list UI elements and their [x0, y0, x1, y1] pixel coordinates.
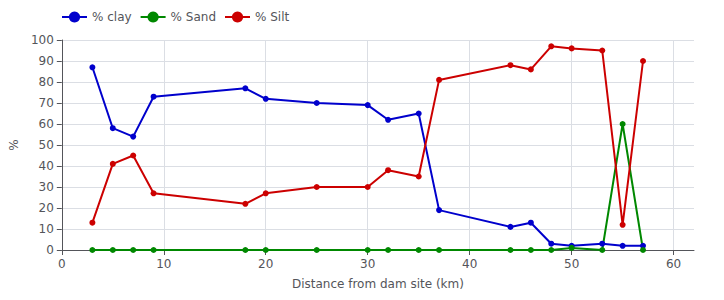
svg-text:% Silt: % Silt: [255, 10, 290, 24]
svg-text:30: 30: [39, 180, 54, 194]
svg-text:20: 20: [258, 257, 273, 271]
svg-text:% Sand: % Sand: [171, 10, 216, 24]
svg-text:%: %: [7, 139, 21, 150]
svg-text:50: 50: [39, 138, 54, 152]
svg-text:40: 40: [462, 257, 477, 271]
svg-text:60: 60: [666, 257, 681, 271]
svg-text:0: 0: [58, 257, 66, 271]
svg-text:70: 70: [39, 96, 54, 110]
svg-text:20: 20: [39, 201, 54, 215]
svg-text:10: 10: [156, 257, 171, 271]
svg-text:10: 10: [39, 222, 54, 236]
svg-text:80: 80: [39, 75, 54, 89]
svg-text:30: 30: [360, 257, 375, 271]
svg-text:100: 100: [31, 33, 54, 47]
svg-text:40: 40: [39, 159, 54, 173]
svg-text:50: 50: [564, 257, 579, 271]
svg-text:60: 60: [39, 117, 54, 131]
svg-text:Distance from dam site (km): Distance from dam site (km): [292, 277, 464, 291]
svg-text:% clay: % clay: [92, 10, 132, 24]
svg-text:90: 90: [39, 54, 54, 68]
svg-text:0: 0: [46, 243, 54, 257]
